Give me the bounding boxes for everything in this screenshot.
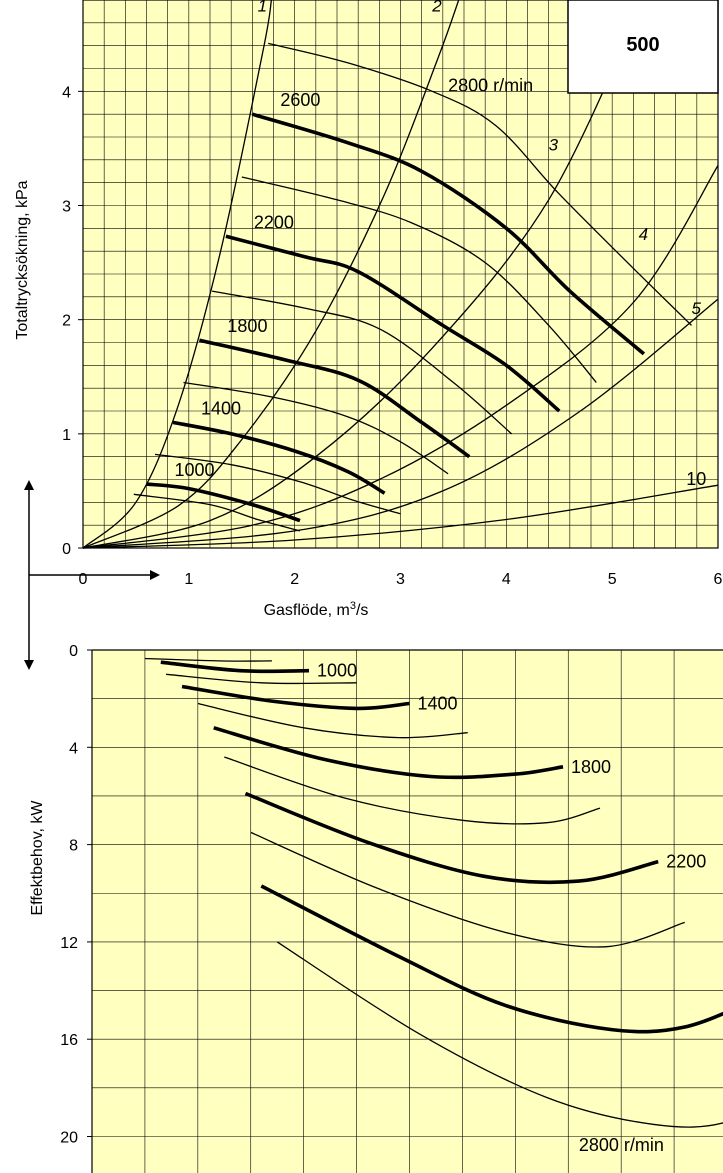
power-curve-2800-r-min [276,941,723,1128]
pressure-curve-intermediate [154,453,401,515]
power-curve-label: 2200 [666,852,706,872]
pressure-y-tick: 4 [62,84,71,101]
flow-x-tick: 2 [290,571,299,588]
system-curve-label-1: 1 [258,0,267,15]
flow-x-tick: 0 [79,571,88,588]
pressure-grid [82,0,719,549]
pressure-curve-intermediate [211,290,513,435]
pressure-curve-label: 1400 [201,398,241,418]
power-y-tick: 4 [69,740,78,757]
pressure-y-axis-label: Totaltrycksökning, kPa [14,180,31,339]
system-curve-5 [82,298,719,549]
pressure-y-tick: 1 [62,427,71,444]
power-curve-label: 2800 r/min [579,1135,664,1155]
pressure-curve-2600 [251,112,646,356]
power-curve-intermediate [197,702,468,739]
pressure-curve-label: 1800 [227,316,267,336]
power-tick-labels: 0 4 8 12 16 20 [60,643,92,1147]
pressure-curve-2800-r-min [268,42,692,326]
direction-arrows [24,480,160,670]
power-curves [144,657,723,1128]
pressure-curve-1800 [198,338,471,459]
power-curve-1000 [160,660,310,674]
power-curve-1800 [213,726,564,780]
power-y-tick: 0 [69,643,78,660]
power-curve-intermediate [166,673,357,685]
power-curve-label: 1800 [571,757,611,777]
flow-x-tick: 3 [396,571,405,588]
power-plot-area [92,650,723,1173]
system-curve-label-10: 10 [686,469,706,489]
pressure-curve-intermediate [183,381,449,475]
power-curve-2200 [244,791,659,885]
pressure-curve-label: 1000 [175,460,215,480]
pressure-plot-frame [82,0,719,549]
system-curve-1 [82,0,273,549]
system-curve-3 [82,0,645,549]
pressure-curve-label: 2800 r/min [448,75,533,95]
power-grid [91,650,723,1173]
power-y-tick: 20 [60,1130,78,1147]
system-curves [82,0,719,549]
system-curve-label-5: 5 [692,299,702,318]
pressure-y-tick: 3 [62,199,71,216]
pressure-y-tick: 2 [62,313,71,330]
pressure-curve-intermediate [133,493,301,532]
pressure-curve-label: 2200 [254,212,294,232]
size-box-frame [567,0,719,94]
power-y-tick: 16 [60,1032,78,1049]
pressure-curve-labels: 1 2 3 4 5 10 1000 1400 1800 2200 2600 2800 r/min [175,0,707,489]
power-curve-label: 1000 [317,661,357,681]
power-curve-intermediate [144,657,272,662]
system-curve-2 [82,0,460,549]
size-box: 500 [567,0,719,94]
system-curve-label-4: 4 [639,225,648,244]
flow-x-tick: 1 [184,571,193,588]
pressure-curve-2200 [225,234,561,413]
size-box-label: 500 [626,34,659,56]
power-curve-2600 [260,884,723,1034]
power-curve-intermediate [250,831,685,948]
pressure-y-tick: 0 [62,541,71,558]
pressure-curve-1000 [146,482,301,523]
power-curve-intermediate [224,756,601,825]
pressure-speed-curves [133,42,692,532]
power-curve-1400 [181,684,410,711]
flow-x-tick: 4 [502,571,511,588]
system-curve-label-2: 2 [431,0,442,15]
power-y-tick: 12 [60,935,78,952]
flow-x-axis-label: Gasflöde, m3/s [264,600,369,619]
system-curve-label-3: 3 [549,136,559,155]
pressure-curve-intermediate [241,176,597,383]
pressure-curve-label: 2600 [280,90,320,110]
pressure-curve-1400 [172,420,386,495]
power-y-axis-label: Effektbehov, kW [29,800,46,916]
system-curve-10 [82,484,719,549]
power-y-tick: 8 [69,838,78,855]
pressure-tick-labels: 0 1 2 3 4 5 6 0 1 2 3 4 [62,84,722,588]
power-curve-label: 1400 [418,694,458,714]
flow-x-tick: 5 [608,571,617,588]
flow-x-tick: 6 [714,571,723,588]
system-curve-4 [82,165,719,549]
